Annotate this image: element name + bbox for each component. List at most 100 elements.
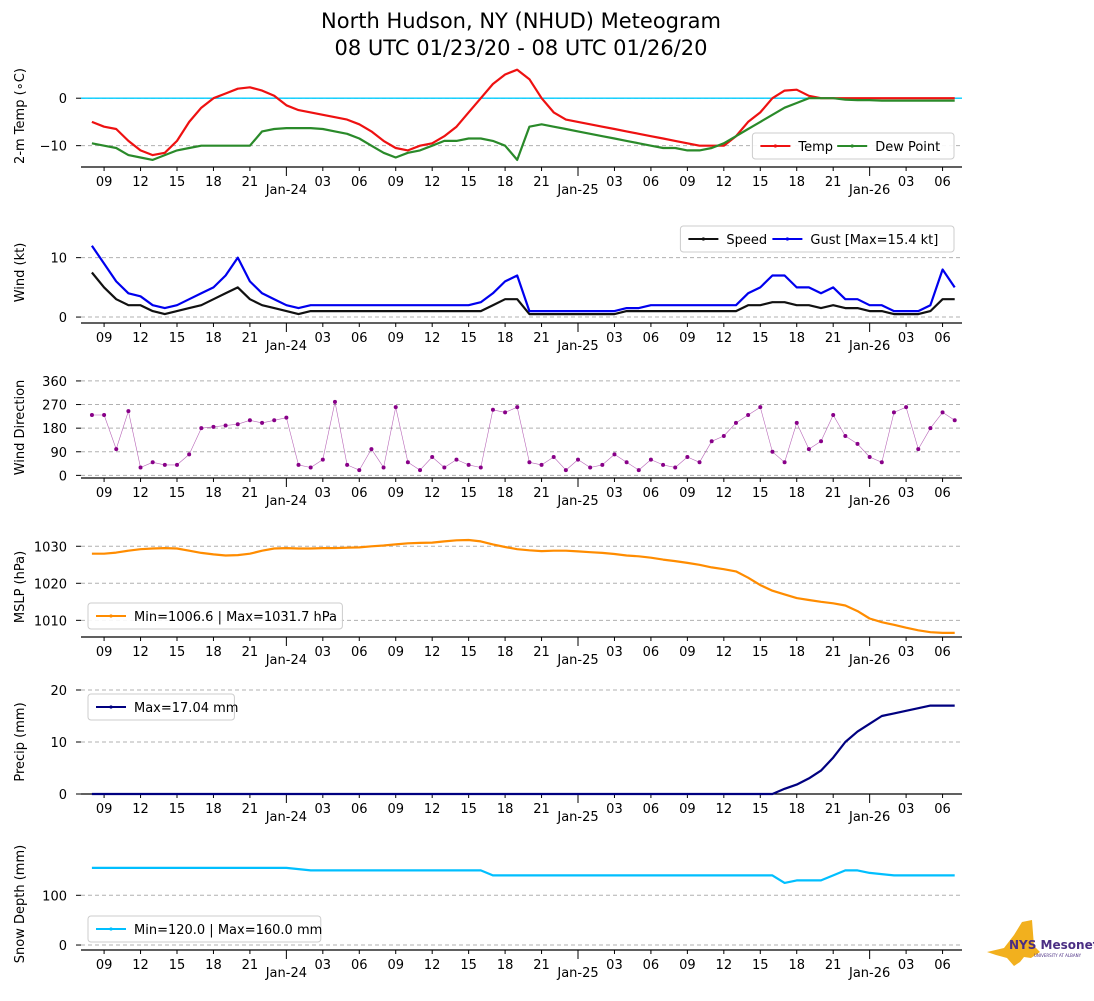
x-tick-label: 06 [351, 958, 368, 973]
x-tick-label: 18 [788, 331, 805, 346]
direction-point [685, 455, 690, 460]
x-tick-label: 12 [716, 175, 733, 190]
panel-2: 0 10 09 12 15 18 21 03 06 09 12 15 18 21 03 06 09 12 15 18 2… [13, 225, 962, 354]
x-tick-label: 09 [96, 802, 113, 817]
x-tick-label: 18 [788, 175, 805, 190]
x-tick-label: 03 [315, 331, 332, 346]
direction-point [174, 462, 179, 467]
direction-point [661, 462, 666, 467]
panel-6: 0 100 09 12 15 18 21 03 06 09 12 15 18 21 03 06 09 12 15 18… [13, 845, 962, 981]
direction-point [770, 449, 775, 454]
x-tick-label: 03 [898, 175, 915, 190]
y-tick-label: 20 [50, 684, 67, 699]
direction-point [758, 405, 763, 410]
x-tick-label: 06 [934, 958, 951, 973]
date-label: Jan-26 [848, 966, 890, 981]
direction-point [819, 439, 824, 444]
x-tick-label: 21 [825, 486, 842, 501]
legend-marker [109, 927, 113, 931]
direction-point [746, 413, 751, 418]
direction-point [102, 413, 107, 418]
date-label: Jan-25 [556, 183, 598, 198]
direction-point [162, 462, 167, 467]
x-tick-label: 12 [424, 486, 441, 501]
direction-point [904, 405, 909, 410]
direction-point [928, 426, 933, 431]
direction-point [648, 457, 653, 462]
x-tick-label: 18 [497, 645, 514, 660]
x-tick-label: 18 [497, 486, 514, 501]
direction-point [855, 441, 860, 446]
legend-box [679, 225, 955, 253]
direction-point [150, 460, 155, 465]
legend-label: Gust [Max=15.4 kt] [810, 233, 938, 248]
y-axis-label: MSLP (hPa) [13, 551, 28, 623]
legend-marker [109, 705, 113, 709]
x-tick-label: 21 [533, 486, 550, 501]
x-tick-label: 12 [132, 175, 149, 190]
x-tick-label: 15 [169, 802, 186, 817]
series-line-5-1 [91, 704, 955, 796]
x-tick-label: 18 [788, 958, 805, 973]
direction-point [733, 420, 738, 425]
y-axis-label: Wind (kt) [13, 243, 28, 303]
y-tick-label: 1010 [34, 614, 67, 629]
direction-point [345, 462, 350, 467]
x-tick-label: 21 [533, 958, 550, 973]
x-tick-label: 21 [242, 645, 259, 660]
y-axis-label: Wind Direction [13, 380, 28, 476]
direction-point [138, 465, 143, 470]
date-label: Jan-26 [848, 494, 890, 509]
x-tick-label: 18 [205, 645, 222, 660]
direction-point [393, 405, 398, 410]
direction-point [916, 447, 921, 452]
x-tick-label: 18 [497, 175, 514, 190]
direction-point [588, 465, 593, 470]
y-tick-label: 180 [42, 422, 67, 437]
date-label: Jan-24 [265, 653, 307, 668]
direction-point [442, 465, 447, 470]
x-tick-label: 06 [934, 486, 951, 501]
x-tick-label: 09 [679, 175, 696, 190]
x-tick-label: 12 [132, 331, 149, 346]
x-tick-label: 03 [898, 331, 915, 346]
date-label: Jan-26 [848, 653, 890, 668]
legend-label: Max=17.04 mm [134, 701, 238, 716]
x-tick-label: 21 [242, 958, 259, 973]
x-tick-label: 15 [460, 802, 477, 817]
x-tick-label: 21 [242, 802, 259, 817]
x-tick-label: 06 [351, 331, 368, 346]
direction-point [624, 460, 629, 465]
legend: Speed Gust [Max=15.4 kt] [679, 225, 955, 253]
legend-marker [701, 237, 706, 241]
date-label: Jan-26 [848, 810, 890, 825]
x-tick-label: 09 [387, 175, 404, 190]
x-tick-label: 18 [497, 958, 514, 973]
x-tick-label: 15 [169, 645, 186, 660]
x-tick-label: 03 [606, 486, 623, 501]
x-tick-label: 06 [351, 645, 368, 660]
x-tick-label: 12 [132, 958, 149, 973]
direction-point [260, 420, 265, 425]
x-tick-label: 09 [679, 958, 696, 973]
y-tick-label: 0 [59, 311, 67, 326]
legend-marker [785, 237, 790, 241]
x-tick-label: 15 [460, 331, 477, 346]
x-tick-label: 09 [387, 486, 404, 501]
x-tick-label: 21 [825, 331, 842, 346]
x-tick-label: 18 [788, 645, 805, 660]
x-tick-label: 06 [643, 486, 660, 501]
x-tick-label: 03 [898, 645, 915, 660]
x-tick-label: 06 [643, 331, 660, 346]
y-tick-label: 0 [59, 939, 67, 954]
direction-point [296, 462, 301, 467]
x-tick-label: 12 [716, 486, 733, 501]
x-tick-label: 03 [315, 486, 332, 501]
x-tick-label: 09 [679, 331, 696, 346]
y-tick-label: 1020 [34, 577, 67, 592]
direction-point [843, 434, 848, 439]
y-tick-label: 1030 [34, 540, 67, 555]
x-tick-label: 03 [606, 802, 623, 817]
x-tick-label: 21 [825, 175, 842, 190]
